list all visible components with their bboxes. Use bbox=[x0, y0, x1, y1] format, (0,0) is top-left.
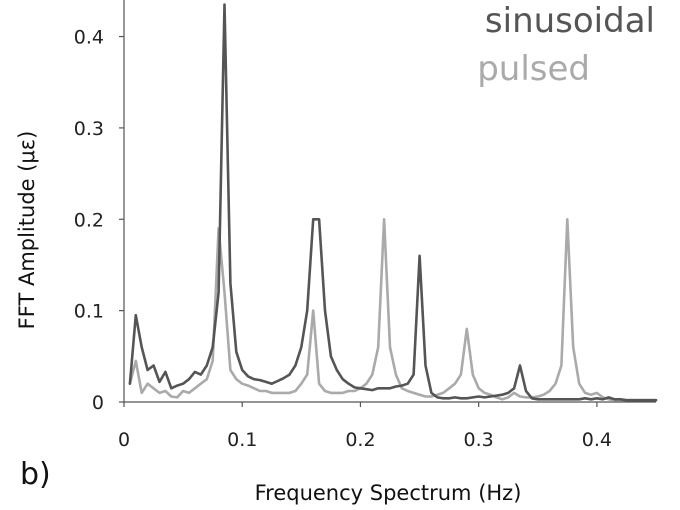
y-tick-label: 0.2 bbox=[74, 209, 104, 231]
panel-label: b) bbox=[20, 457, 51, 492]
y-axis: 0 0.1 0.2 0.3 0.4 bbox=[74, 0, 124, 414]
x-axis-title: Frequency Spectrum (Hz) bbox=[255, 481, 522, 505]
y-axis-title: FFT Amplitude (με) bbox=[15, 131, 39, 330]
y-tick-label: 0.3 bbox=[74, 118, 104, 140]
y-tick-label: 0 bbox=[92, 392, 104, 414]
legend-sinusoidal: sinusoidal bbox=[485, 1, 655, 41]
x-tick-label: 0.4 bbox=[582, 429, 612, 451]
y-tick-label: 0.4 bbox=[74, 27, 104, 49]
x-tick-label: 0.1 bbox=[227, 429, 257, 451]
x-tick-label: 0 bbox=[118, 429, 130, 451]
series-line-pulsed bbox=[130, 219, 656, 400]
x-tick-label: 0.2 bbox=[345, 429, 375, 451]
legend-pulsed: pulsed bbox=[477, 49, 590, 89]
x-tick-label: 0.3 bbox=[464, 429, 494, 451]
x-axis: 0 0.1 0.2 0.3 0.4 bbox=[118, 402, 656, 451]
y-tick-label: 0.1 bbox=[74, 301, 104, 323]
